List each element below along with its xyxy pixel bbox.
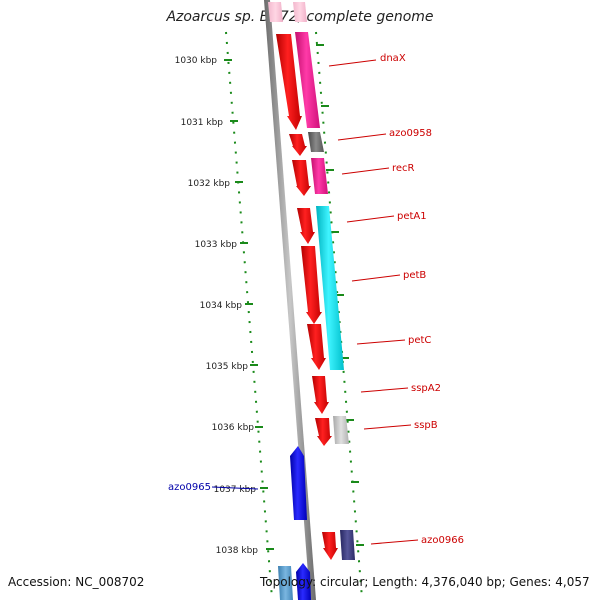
gene-arrow-azo0958[interactable] <box>308 132 324 152</box>
position-label: 1035 kbp <box>206 362 249 372</box>
gene-arrow[interactable] <box>296 563 311 600</box>
position-label: 1032 kbp <box>188 179 231 189</box>
scale-track-right <box>315 31 363 599</box>
gene-arrow[interactable] <box>312 376 329 414</box>
label-leaders <box>328 59 419 545</box>
gene-arrow[interactable] <box>322 532 338 560</box>
gene-label-azo0958[interactable]: azo0958 <box>389 128 432 139</box>
genome-summary-text: Topology: circular; Length: 4,376,040 bp… <box>260 575 590 589</box>
position-label: 1033 kbp <box>195 240 238 250</box>
accession-text: Accession: NC_008702 <box>8 575 145 589</box>
gene-arrow-petA1[interactable] <box>316 206 344 370</box>
gene-arrow-recR[interactable] <box>311 158 328 194</box>
gene-label-dnaX[interactable]: dnaX <box>380 53 406 64</box>
reverse-strand-genes <box>278 446 311 600</box>
gene-label-sspA2[interactable]: sspA2 <box>411 383 441 394</box>
gene-arrow-sspB[interactable] <box>333 416 349 444</box>
label-leader-azo0965 <box>211 486 259 490</box>
gene-arrow[interactable] <box>315 418 332 446</box>
gene-arrow-light[interactable] <box>293 2 307 22</box>
gene-labels: dnaX azo0958 recR petA1 petB petC sspA2 … <box>380 53 464 546</box>
dna-backbone <box>264 0 316 600</box>
gene-arrow[interactable] <box>301 246 322 324</box>
forward-strand-genes <box>268 2 338 560</box>
gene-label-petC[interactable]: petC <box>408 335 431 346</box>
gene-label-petB[interactable]: petB <box>403 270 426 281</box>
position-label: 1037 kbp <box>214 485 257 495</box>
gene-label-recR[interactable]: recR <box>392 163 415 174</box>
gene-arrow-azo0966[interactable] <box>340 530 355 560</box>
gene-arrow-azo0965[interactable] <box>290 446 307 520</box>
gene-label-sspB[interactable]: sspB <box>414 420 438 431</box>
gene-arrow[interactable] <box>292 160 311 196</box>
gene-label-azo0965[interactable]: azo0965 <box>168 482 211 493</box>
gene-arrow[interactable] <box>297 208 315 244</box>
scale-ticks-right <box>316 44 364 546</box>
gene-arrow[interactable] <box>268 2 283 22</box>
gene-arrow[interactable] <box>307 324 326 370</box>
gene-label-petA1[interactable]: petA1 <box>397 211 427 222</box>
position-label: 1030 kbp <box>175 56 218 66</box>
scale-track-left <box>225 31 273 599</box>
gene-arrow[interactable] <box>289 134 307 156</box>
position-label: 1034 kbp <box>200 301 243 311</box>
gene-arrow[interactable] <box>276 34 302 130</box>
annotated-genes <box>293 2 355 560</box>
gene-arrow[interactable] <box>278 566 293 600</box>
position-label: 1038 kbp <box>216 546 259 556</box>
position-label: 1036 kbp <box>212 423 255 433</box>
position-labels: 1030 kbp 1031 kbp 1032 kbp 1033 kbp 1034… <box>175 56 259 556</box>
gene-label-azo0966[interactable]: azo0966 <box>421 535 464 546</box>
scale-ticks-left <box>224 59 274 550</box>
position-label: 1031 kbp <box>181 118 224 128</box>
gene-arrow-dnaX[interactable] <box>295 32 320 128</box>
